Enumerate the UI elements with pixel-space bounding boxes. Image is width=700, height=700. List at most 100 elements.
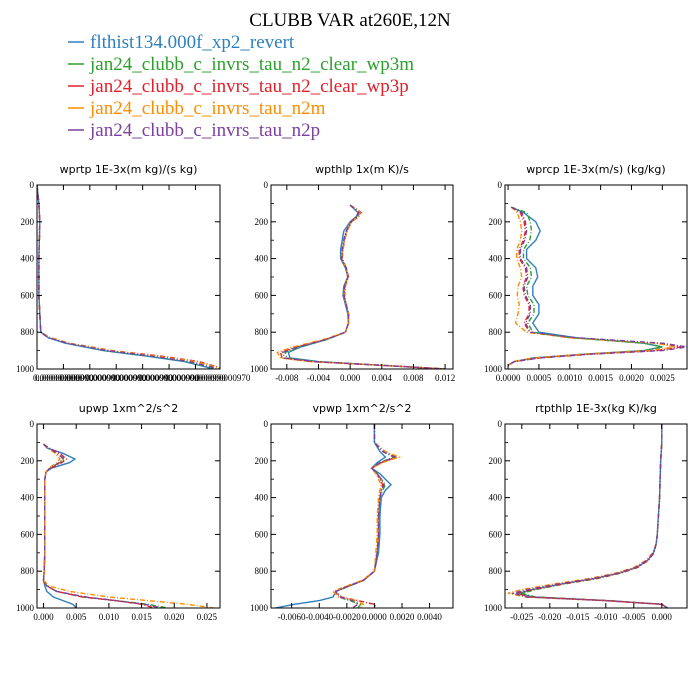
x-tick-label: -0.010 [594,612,618,622]
y-tick-label: 200 [21,217,35,227]
y-tick-label: 600 [21,290,35,300]
legend-label: jan24_clubb_c_invrs_tau_n2p [89,120,320,141]
panel-title: wprtp 1E-3x(m kg)/(s kg) [60,163,198,176]
y-tick-label: 0 [30,180,35,190]
series-group [42,443,214,608]
x-tick-label: 0.0015 [588,373,613,383]
x-tick-label: 0.010 [99,612,120,622]
y-tick-label: 400 [255,254,269,264]
x-tick-label: 0.0020 [619,373,644,383]
panel-5: vpwp 1xm^2/s^2 0 200 400 600 800 1000 -0.0060 -0… [250,402,454,622]
series-line-2 [42,443,168,608]
y-tick-label: 600 [255,529,269,539]
series-line-5 [507,206,687,366]
panel-3: wprcp 1E-3x(m/s) (kg/kg) 0 200 400 600 800 100… [484,163,688,383]
y-tick-label: 0 [498,180,503,190]
series-line-3 [516,424,668,608]
x-tick-label: 0.0020 [390,612,415,622]
x-tick-label: 0.000000000990 [112,373,173,383]
x-tick-label: 0.005 [66,612,87,622]
x-tick-label: 0.000000000970 [190,373,251,383]
x-tick-label: 0.012 [435,373,455,383]
panel-title: rtpthlp 1E-3x(kg K)/kg [535,402,657,415]
y-tick-label: 200 [21,456,35,466]
series-line-1 [287,204,446,369]
y-tick-label: 800 [21,566,35,576]
y-tick-label: 400 [255,493,269,503]
series-line-5 [42,443,162,608]
y-tick-label: 800 [255,566,269,576]
series-line-1 [516,424,668,608]
y-tick-label: 400 [21,254,35,264]
panel-title: wpthlp 1x(m K)/s [315,163,409,176]
y-tick-label: 1000 [484,603,503,613]
series-group [507,206,687,366]
x-tick-label: -0.004 [307,373,331,383]
panel-title: vpwp 1xm^2/s^2 [312,402,411,415]
x-tick-label: 0.000 [33,612,54,622]
x-tick-label: 0.0000 [362,612,387,622]
panel-frame [504,423,688,609]
x-tick-label: -0.008 [275,373,299,383]
series-group [37,185,220,369]
x-tick-label: 0.0005 [527,373,552,383]
legend-item: flthist134.000f_xp2_revert [68,32,295,53]
legend-label: jan24_clubb_c_invrs_tau_n2m [89,98,326,119]
x-tick-label: 0.008 [403,373,424,383]
series-group [507,424,668,608]
legend-item: jan24_clubb_c_invrs_tau_n2_clear_wp3m [68,54,414,75]
y-tick-label: 400 [489,493,503,503]
legend-item: jan24_clubb_c_invrs_tau_n2_clear_wp3p [68,76,409,97]
y-tick-label: 400 [21,493,35,503]
panel-2: wpthlp 1x(m K)/s 0 200 400 600 800 1000 -0.008-… [250,163,455,383]
legend-label: flthist134.000f_xp2_revert [90,32,295,53]
x-tick-label: -0.0020 [333,612,361,622]
series-line-2 [519,424,668,608]
series-line-4 [42,443,214,608]
series-line-5 [37,185,217,369]
y-tick-label: 0 [498,419,503,429]
legend-label: jan24_clubb_c_invrs_tau_n2_clear_wp3p [89,76,409,97]
y-tick-label: 400 [489,254,503,264]
x-tick-label: 0.000000000 [35,373,83,383]
panel-frame [36,423,221,609]
x-tick-label: 0.000 [340,373,361,383]
x-tick-label: -0.005 [622,612,646,622]
series-line-1 [274,424,392,608]
series-line-4 [331,424,402,608]
series-line-5 [334,424,397,608]
panel-1: wprtp 1E-3x(m kg)/(s kg) 0 200 400 600 800 100… [16,163,251,383]
y-tick-label: 1000 [250,364,269,374]
y-tick-label: 800 [489,327,503,337]
series-line-2 [507,206,663,366]
y-tick-label: 800 [255,327,269,337]
y-tick-label: 1000 [16,603,35,613]
x-tick-label: 0.000000000990 [59,373,120,383]
x-tick-label: 0.000000000990 [165,373,226,383]
figure-title: CLUBB VAR at260E,12N [249,10,451,31]
y-tick-label: 1000 [250,603,269,613]
series-line-4 [37,185,219,369]
y-tick-label: 200 [489,217,503,227]
x-tick-label: -0.020 [538,612,562,622]
y-tick-label: 0 [30,419,35,429]
x-tick-label: 0.015 [131,612,152,622]
series-line-3 [42,443,155,608]
x-tick-label: 0.0040 [417,612,442,622]
y-tick-label: 0 [264,180,269,190]
y-tick-label: 600 [21,529,35,539]
x-tick-label: -0.0060 [278,612,306,622]
legend-item: jan24_clubb_c_invrs_tau_n2p [68,120,320,141]
x-tick-label: -0.025 [510,612,534,622]
series-group [276,204,446,369]
x-tick-label: 0.000 [652,612,673,622]
series-line-4 [276,204,446,369]
y-tick-label: 200 [255,456,269,466]
y-tick-label: 600 [489,290,503,300]
y-tick-label: 0 [264,419,269,429]
y-tick-label: 1000 [16,364,35,374]
x-tick-label: 0.0025 [650,373,675,383]
y-tick-label: 800 [21,327,35,337]
